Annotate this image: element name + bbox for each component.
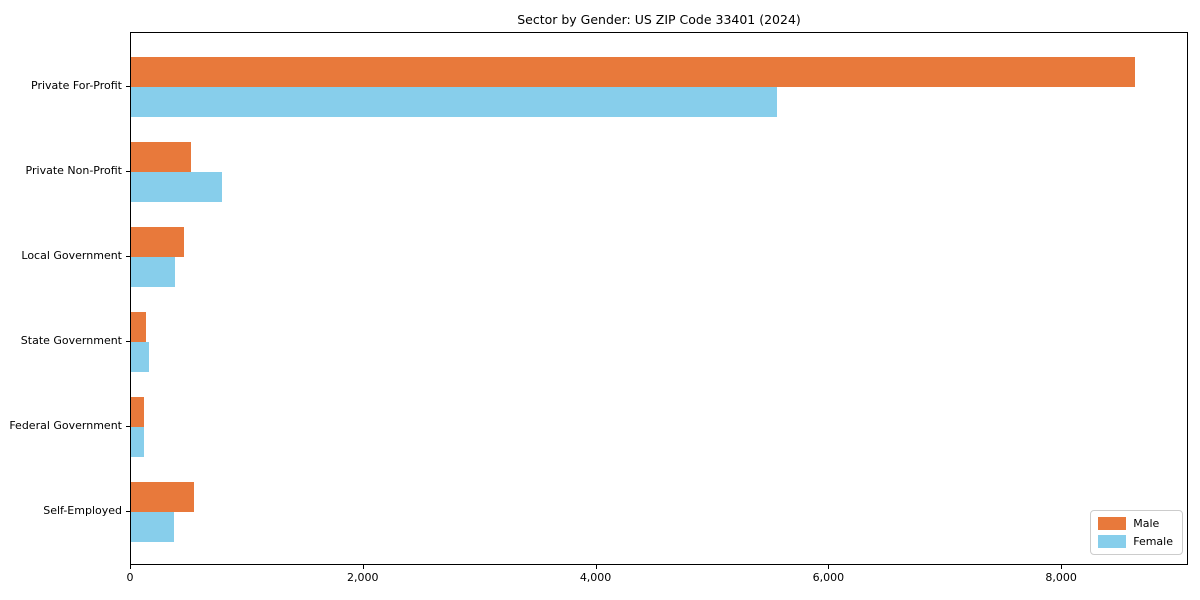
x-tick-mark [130, 565, 131, 569]
y-tick-label-state-government: State Government [20, 334, 122, 347]
y-tick-label-self-employed: Self-Employed [43, 504, 122, 518]
x-tick-label-0: 0 [126, 571, 134, 584]
x-tick-mark [1061, 565, 1063, 569]
y-tick-label-federal-government: Federal Government [9, 419, 122, 432]
bar-female-state-government [131, 342, 149, 372]
legend-label: Female [1133, 535, 1173, 548]
y-tick-mark [126, 511, 130, 513]
bar-male-federal-government [131, 397, 145, 427]
legend-label: Male [1133, 517, 1160, 530]
legend-swatch-female [1098, 535, 1127, 548]
y-tick-label-private-non-profit: Private Non-Profit [25, 163, 122, 177]
bar-male-local-government [131, 227, 185, 257]
x-tick-mark [828, 565, 830, 569]
x-tick-label-2000: 2,000 [347, 571, 379, 584]
legend-swatch-male [1098, 517, 1127, 530]
y-tick-mark [126, 170, 130, 172]
chart-title: Sector by Gender: US ZIP Code 33401 (202… [517, 12, 801, 27]
y-tick-mark [126, 426, 130, 427]
y-tick-mark [126, 255, 130, 257]
y-tick-label-local-government: Local Government [21, 248, 122, 262]
x-tick-mark [362, 565, 364, 569]
y-tick-label-private-for-profit: Private For-Profit [31, 78, 122, 92]
x-tick-label-6000: 6,000 [812, 571, 845, 584]
plot-area: Male Female [130, 32, 1188, 565]
x-tick-mark [595, 565, 597, 569]
bar-female-private-non-profit [131, 171, 222, 202]
y-tick-mark [126, 85, 130, 87]
bar-female-self-employed [131, 512, 174, 542]
bar-female-federal-government [131, 427, 144, 457]
bar-male-self-employed [131, 482, 195, 513]
bar-female-private-for-profit [131, 86, 777, 117]
bar-male-state-government [131, 312, 147, 342]
x-tick-label-4000: 4,000 [579, 571, 612, 584]
x-tick-label-8000: 8,000 [1045, 571, 1077, 584]
y-tick-mark [126, 341, 130, 342]
legend-item-male: Male [1098, 517, 1173, 530]
bar-male-private-non-profit [131, 142, 192, 172]
bar-male-private-for-profit [131, 57, 1135, 87]
legend: Male Female [1090, 510, 1183, 555]
legend-item-female: Female [1098, 535, 1173, 548]
bar-female-local-government [131, 256, 176, 287]
